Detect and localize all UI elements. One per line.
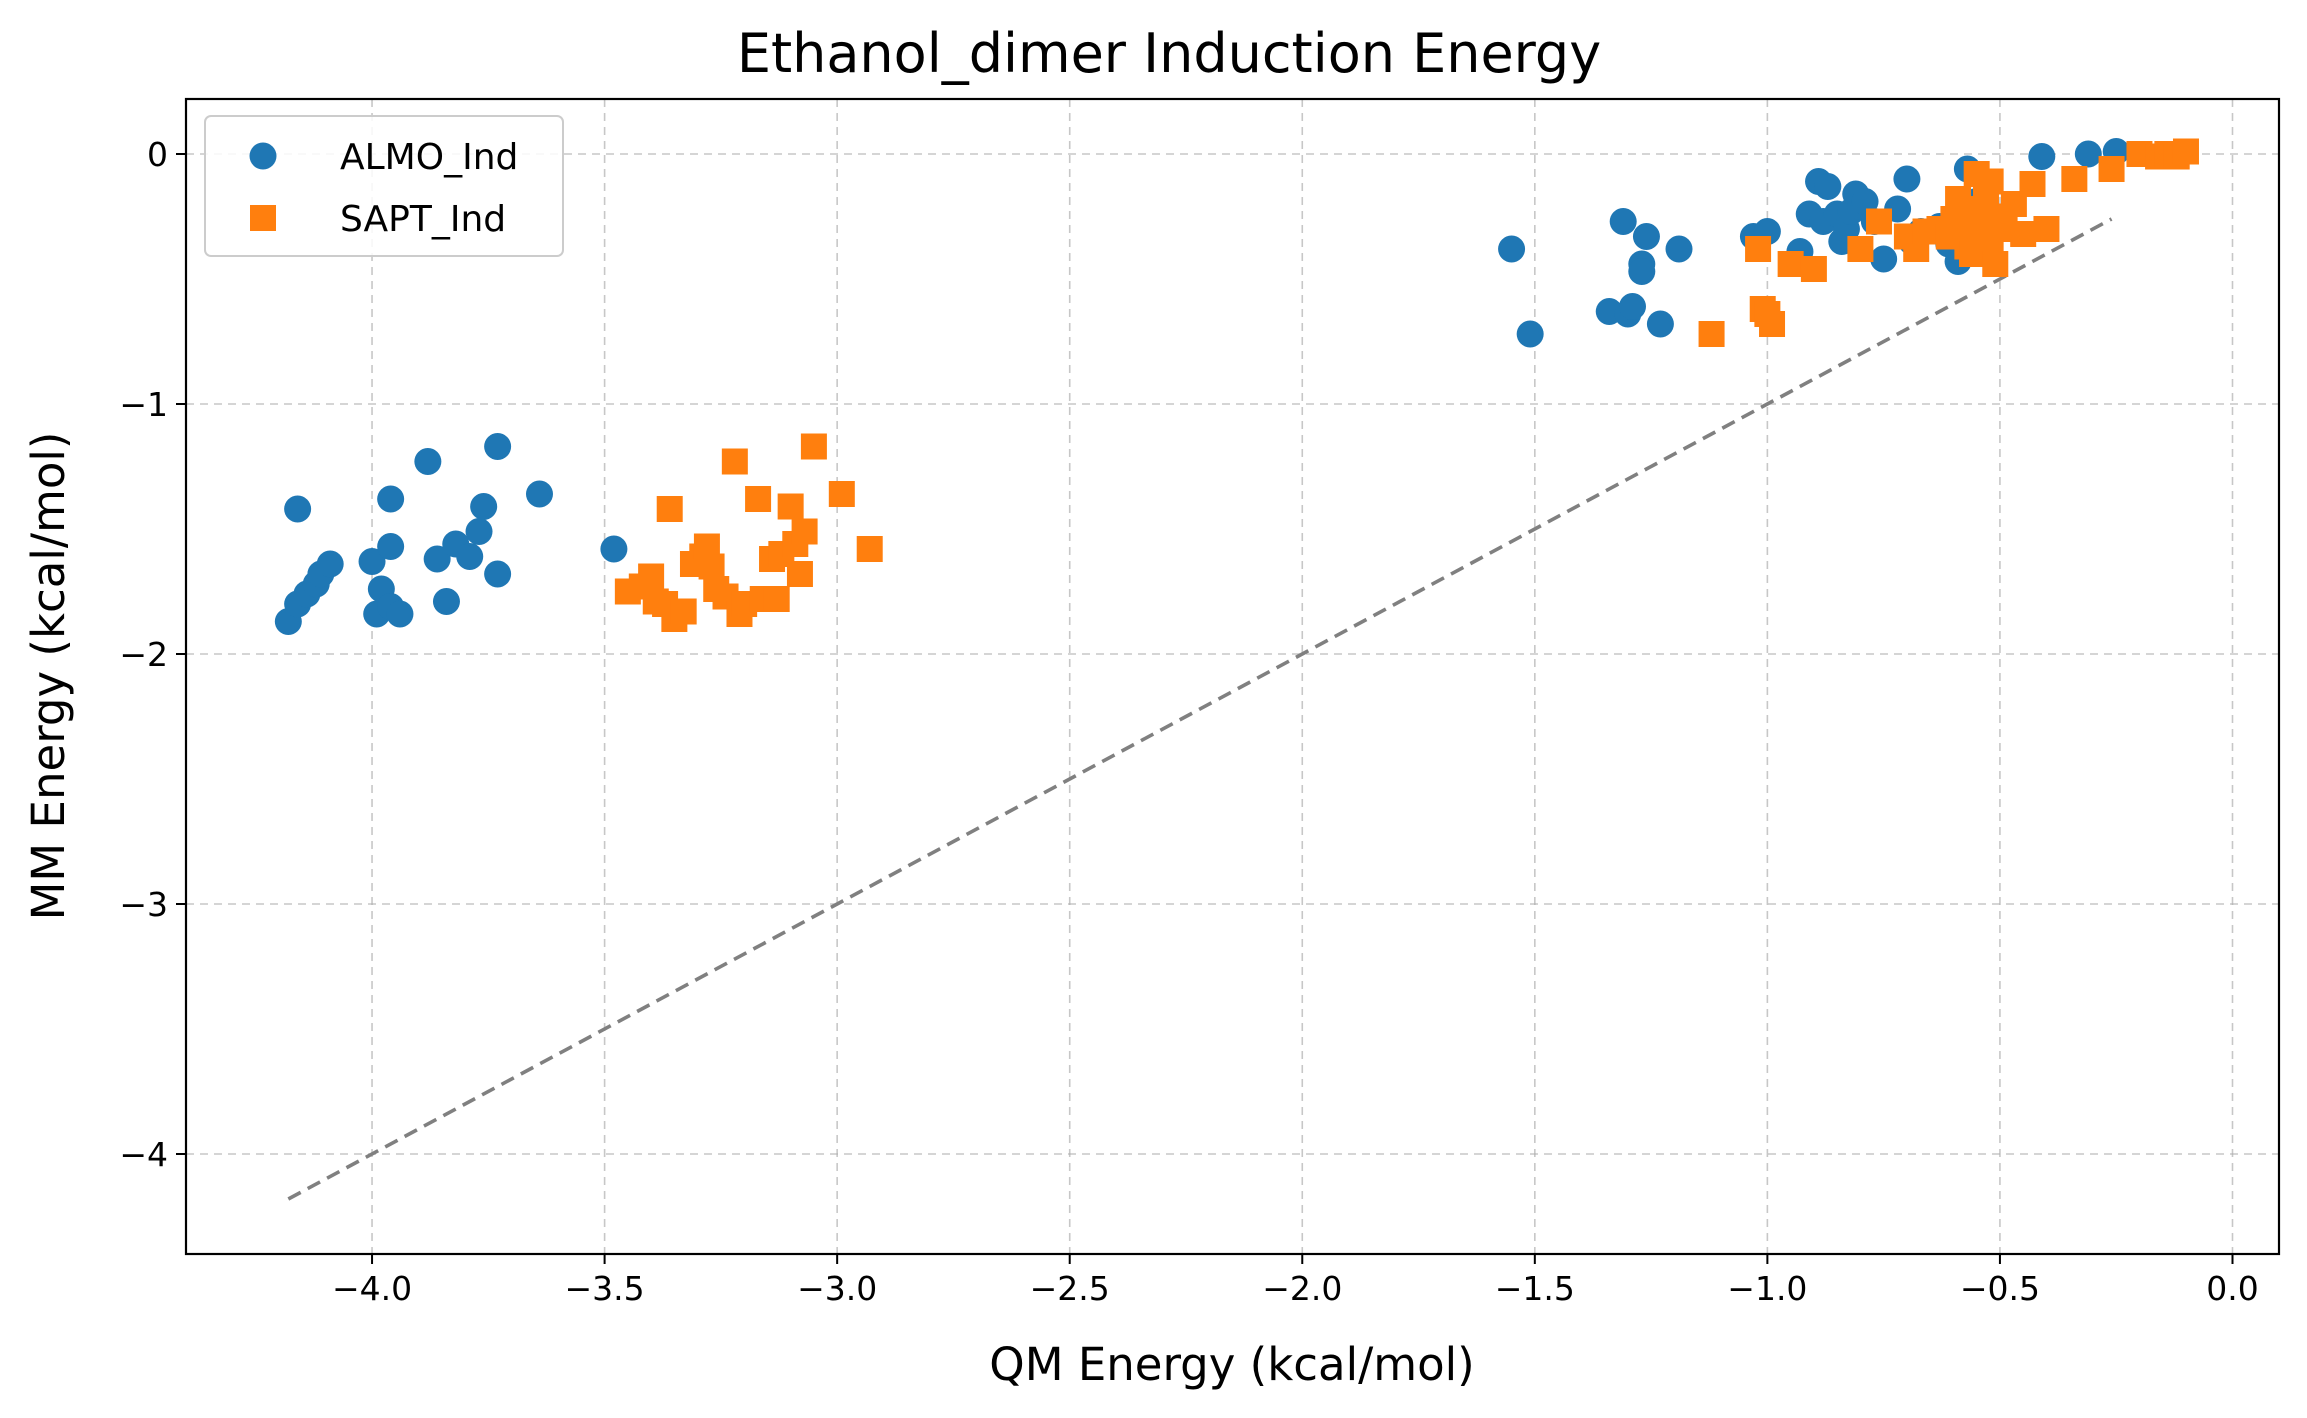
data-point (456, 543, 484, 570)
y-tick-label: 0 (147, 135, 168, 174)
data-point (358, 548, 386, 575)
x-tick-label: −1.0 (1727, 1269, 1807, 1308)
data-point (1628, 258, 1656, 285)
data-point (284, 495, 312, 523)
data-point (1609, 208, 1637, 235)
data-point (484, 560, 512, 588)
data-point (828, 481, 855, 507)
data-point (2172, 138, 2199, 165)
data-point (465, 518, 493, 545)
data-point (1870, 245, 1898, 273)
y-tick-label: −2 (119, 635, 168, 674)
data-point (1665, 235, 1693, 263)
data-point (656, 496, 683, 522)
data-point (316, 550, 344, 578)
y-tick-label: −4 (119, 1135, 168, 1174)
x-tick-label: −2.5 (1030, 1269, 1110, 1308)
x-tick-label: −3.5 (565, 1269, 645, 1308)
y-axis-ticks: 0 −1 −2 −3 −4 (119, 135, 186, 1174)
data-point (786, 561, 813, 587)
x-tick-label: −4.0 (332, 1269, 412, 1308)
x-tick-label: −3.0 (797, 1269, 877, 1308)
data-point (1847, 236, 1874, 262)
legend-box (204, 115, 564, 257)
data-point (1498, 235, 1526, 263)
data-point (856, 536, 883, 562)
grid (186, 99, 2279, 1254)
data-point (1977, 168, 2004, 195)
data-point (377, 533, 405, 560)
data-point (670, 598, 697, 625)
data-point (484, 433, 512, 460)
chart-title: Ethanol_dimer Induction Energy (737, 22, 1601, 85)
data-point (1618, 293, 1646, 320)
data-point (1814, 173, 1842, 200)
data-point (763, 586, 790, 612)
legend-label: ALMO_Ind (340, 137, 518, 178)
data-point (1516, 320, 1544, 348)
data-point (2019, 171, 2046, 197)
legend-label: SAPT_Ind (340, 199, 506, 240)
reference-line-group (287, 217, 2113, 1201)
reference-line (287, 217, 2113, 1201)
data-point (1759, 311, 1786, 337)
data-point (1632, 223, 1660, 250)
x-tick-label: −1.5 (1495, 1269, 1575, 1308)
data-point (386, 600, 414, 628)
data-point (638, 563, 665, 590)
x-tick-label: −0.5 (1960, 1269, 2040, 1308)
legend: ALMO_Ind SAPT_Ind (204, 115, 564, 257)
data-point (2010, 221, 2037, 247)
data-point (698, 553, 725, 580)
x-axis-label: QM Energy (kcal/mol) (989, 1338, 1474, 1391)
data-point (600, 535, 628, 563)
data-point (1893, 165, 1921, 193)
data-point (721, 448, 748, 475)
data-point (2074, 140, 2102, 168)
data-point (791, 518, 818, 545)
y-tick-label: −1 (119, 385, 168, 424)
data-point (1777, 251, 1804, 277)
data-point (1745, 236, 1772, 262)
data-point (1982, 251, 2009, 277)
data-point (1866, 208, 1893, 235)
legend-marker (249, 142, 277, 170)
x-tick-label: −2.0 (1262, 1269, 1342, 1308)
x-tick-label: 0.0 (2206, 1269, 2258, 1308)
data-point (1698, 321, 1725, 347)
data-point (377, 485, 405, 513)
plot-area-frame (184, 97, 2281, 1256)
data-point (745, 486, 772, 512)
data-point (470, 493, 498, 520)
data-point (432, 588, 460, 615)
data-point (800, 433, 827, 460)
data-point (423, 545, 451, 573)
data-point (525, 480, 553, 508)
data-point (2061, 166, 2088, 192)
data-point (1800, 256, 1827, 282)
data-points (274, 138, 2199, 635)
data-point (414, 448, 442, 475)
y-axis-label: MM Energy (kcal/mol) (22, 432, 75, 921)
data-point (777, 493, 804, 520)
x-axis-ticks: −4.0 −3.5 −3.0 −2.5 −2.0 −1.5 −1.0 −0.5 0.0 (332, 1254, 2259, 1308)
data-point (2028, 143, 2056, 170)
legend-marker (250, 205, 276, 231)
data-point (1646, 310, 1674, 338)
data-point (2098, 156, 2125, 182)
data-point (2033, 216, 2060, 242)
series-sapt-ind (614, 138, 2199, 632)
y-tick-label: −3 (119, 885, 168, 924)
